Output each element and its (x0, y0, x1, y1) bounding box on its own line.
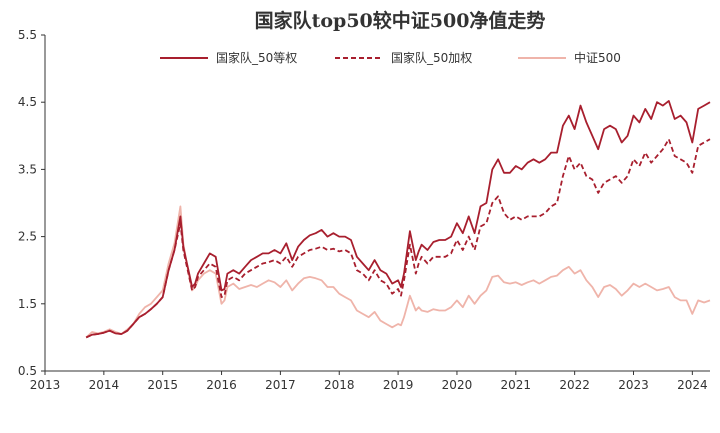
x-tick-label: 2023 (618, 378, 649, 392)
series-line-0 (85, 100, 711, 339)
x-tick-label: 2024 (677, 378, 708, 392)
chart-title: 国家队top50较中证500净值走势 (255, 9, 546, 32)
x-tick-label: 2014 (89, 378, 120, 392)
y-tick-label: 2.5 (18, 230, 37, 244)
x-tick-label: 2013 (30, 378, 61, 392)
y-tick-label: 0.5 (18, 364, 37, 378)
legend-label-1: 国家队_50加权 (391, 50, 472, 65)
x-tick-label: 2020 (442, 378, 473, 392)
series-line-2 (85, 205, 711, 339)
x-tick-label: 2022 (559, 378, 590, 392)
series-line-1 (85, 138, 711, 339)
legend-label-2: 中证500 (574, 50, 621, 65)
x-tick-label: 2016 (206, 378, 237, 392)
x-tick-label: 2019 (383, 378, 414, 392)
x-tick-label: 2021 (501, 378, 532, 392)
x-tick-label: 2018 (324, 378, 355, 392)
x-tick-label: 2017 (265, 378, 296, 392)
axes: 0.5 1.5 2.5 3.5 4.5 5.5 2013 2014 2015 2016 2017 20… (18, 28, 710, 392)
x-tick-label: 2015 (147, 378, 178, 392)
y-tick-label: 3.5 (18, 162, 37, 176)
plot-area (85, 100, 711, 339)
legend-label-0: 国家队_50等权 (216, 50, 297, 65)
y-tick-label: 4.5 (18, 95, 37, 109)
y-tick-label: 1.5 (18, 297, 37, 311)
y-tick-label: 5.5 (18, 28, 37, 42)
legend: 国家队_50等权 国家队_50加权 中证500 (160, 50, 621, 65)
